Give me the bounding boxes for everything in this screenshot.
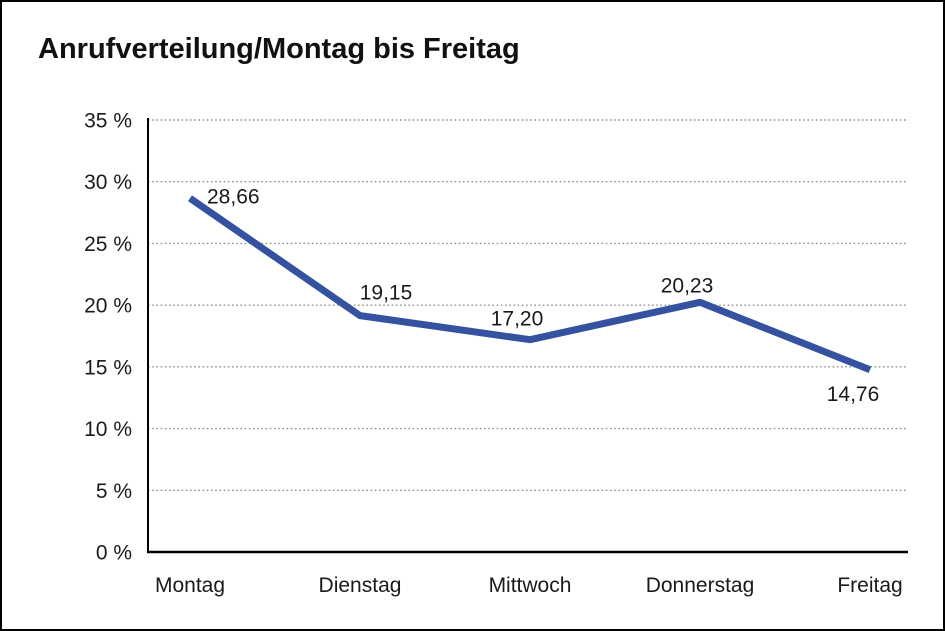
y-tick-label: 15 % [84, 356, 132, 379]
x-category-label: Mittwoch [489, 574, 572, 597]
x-category-label: Freitag [837, 574, 902, 597]
y-tick-label: 10 % [84, 418, 132, 441]
x-category-label: Donnerstag [646, 574, 755, 597]
y-tick-label: 20 % [84, 295, 132, 318]
data-point-label: 20,23 [661, 274, 714, 297]
y-tick-label: 5 % [96, 480, 132, 503]
series-line [188, 195, 872, 374]
chart-title: Anrufverteilung/Montag bis Freitag [38, 33, 520, 65]
data-point-label: 19,15 [360, 282, 413, 305]
x-category-label: Dienstag [319, 574, 402, 597]
x-category-label: Montag [155, 574, 225, 597]
y-tick-label: 0 % [96, 542, 132, 565]
y-tick-label: 35 % [84, 110, 132, 133]
y-tick-label: 25 % [84, 233, 132, 256]
y-tick-label: 30 % [84, 171, 132, 194]
data-point-label: 28,66 [207, 185, 260, 208]
data-point-label: 14,76 [827, 383, 880, 406]
data-point-label: 17,20 [491, 308, 544, 331]
